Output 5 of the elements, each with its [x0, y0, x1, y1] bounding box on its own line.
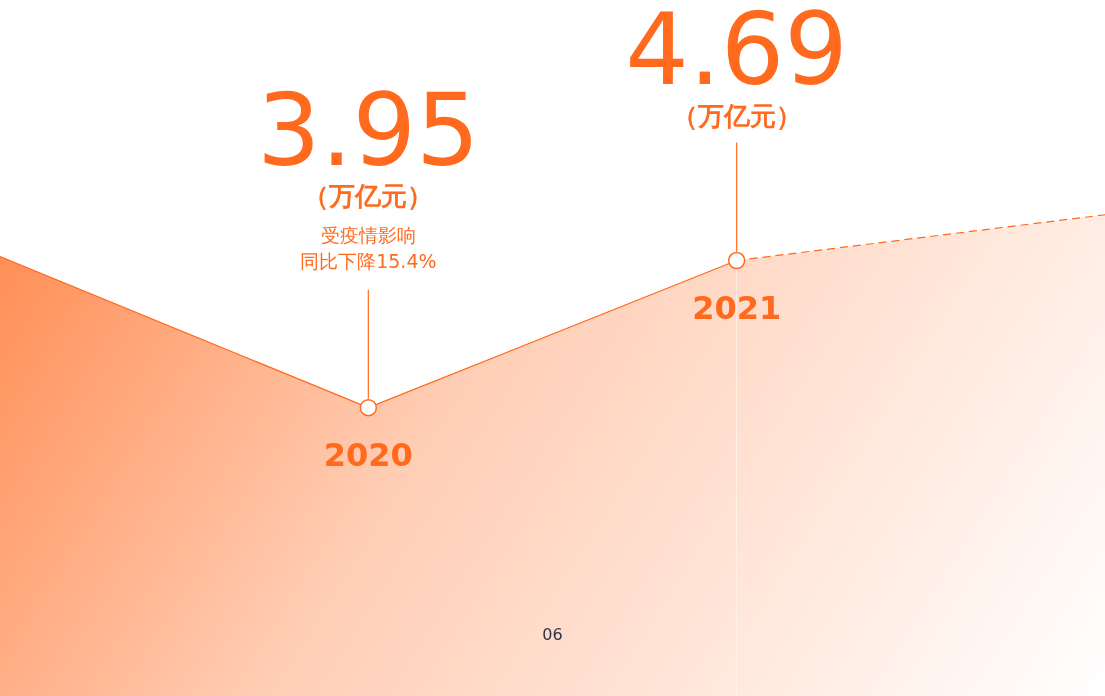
annotation: 同比下降15.4% — [300, 249, 437, 272]
x-tick-label: 2021 — [692, 288, 782, 327]
annotation: 06 — [542, 625, 563, 645]
annotation: 受疫情影响 — [320, 223, 416, 246]
x-tick-label: 2020 — [323, 435, 413, 474]
